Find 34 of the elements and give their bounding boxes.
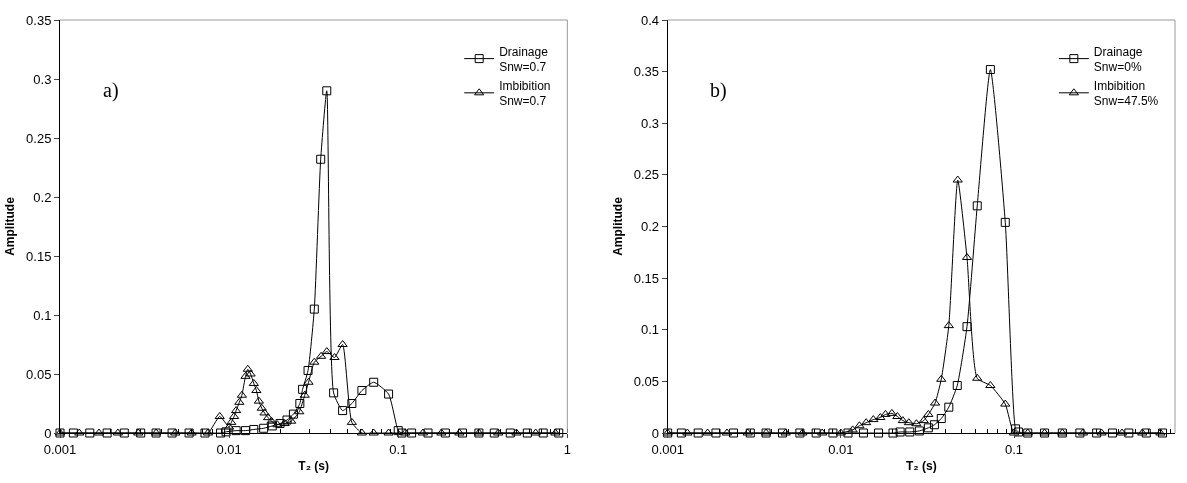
y-tick-label: 0.35 bbox=[26, 12, 52, 28]
y-tick-label: 0.1 bbox=[33, 307, 52, 323]
annotation: b) bbox=[710, 79, 727, 102]
y-tick-label: 0.2 bbox=[33, 189, 52, 205]
y-tick-label: 0.05 bbox=[26, 366, 52, 382]
y-tick-label: 0.4 bbox=[641, 12, 660, 28]
x-axis-title: T₂ (s) bbox=[298, 459, 329, 474]
y-axis-title: Amplitude bbox=[611, 196, 626, 256]
x-tick-label: 0.01 bbox=[828, 441, 854, 457]
y-axis-title: Amplitude bbox=[3, 196, 18, 256]
y-tick-label: 0.1 bbox=[641, 322, 660, 338]
legend-label: Drainage Snw=0% bbox=[1093, 44, 1143, 75]
annotation: a) bbox=[103, 79, 119, 102]
y-tick-label: 0.3 bbox=[641, 115, 660, 131]
y-tick-label: 0.3 bbox=[33, 71, 52, 87]
legend-label: Imbibition Snw=0.7 bbox=[499, 78, 551, 109]
y-tick-label: 0.15 bbox=[26, 248, 52, 264]
y-tick-label: 0.2 bbox=[641, 219, 660, 235]
x-tick-label: 1 bbox=[563, 441, 571, 457]
y-tick-label: 0.35 bbox=[633, 64, 660, 80]
legend-label: Drainage Snw=0.7 bbox=[499, 44, 549, 75]
y-tick-label: 0 bbox=[651, 425, 660, 441]
x-tick-label: 0.1 bbox=[389, 441, 408, 457]
x-tick-label: 0.01 bbox=[216, 441, 242, 457]
y-tick-label: 0 bbox=[44, 425, 52, 441]
y-tick-label: 0.25 bbox=[26, 130, 52, 146]
x-tick-label: 0.1 bbox=[1005, 441, 1024, 457]
y-tick-label: 0.15 bbox=[633, 270, 660, 286]
x-tick-label: 0.001 bbox=[651, 441, 684, 457]
y-tick-label: 0.25 bbox=[633, 167, 660, 183]
y-tick-label: 0.05 bbox=[633, 373, 660, 389]
x-tick-label: 0.001 bbox=[43, 441, 77, 457]
legend-label: Imbibition Snw=47.5% bbox=[1093, 78, 1159, 109]
x-axis-title: T₂ (s) bbox=[906, 459, 937, 474]
